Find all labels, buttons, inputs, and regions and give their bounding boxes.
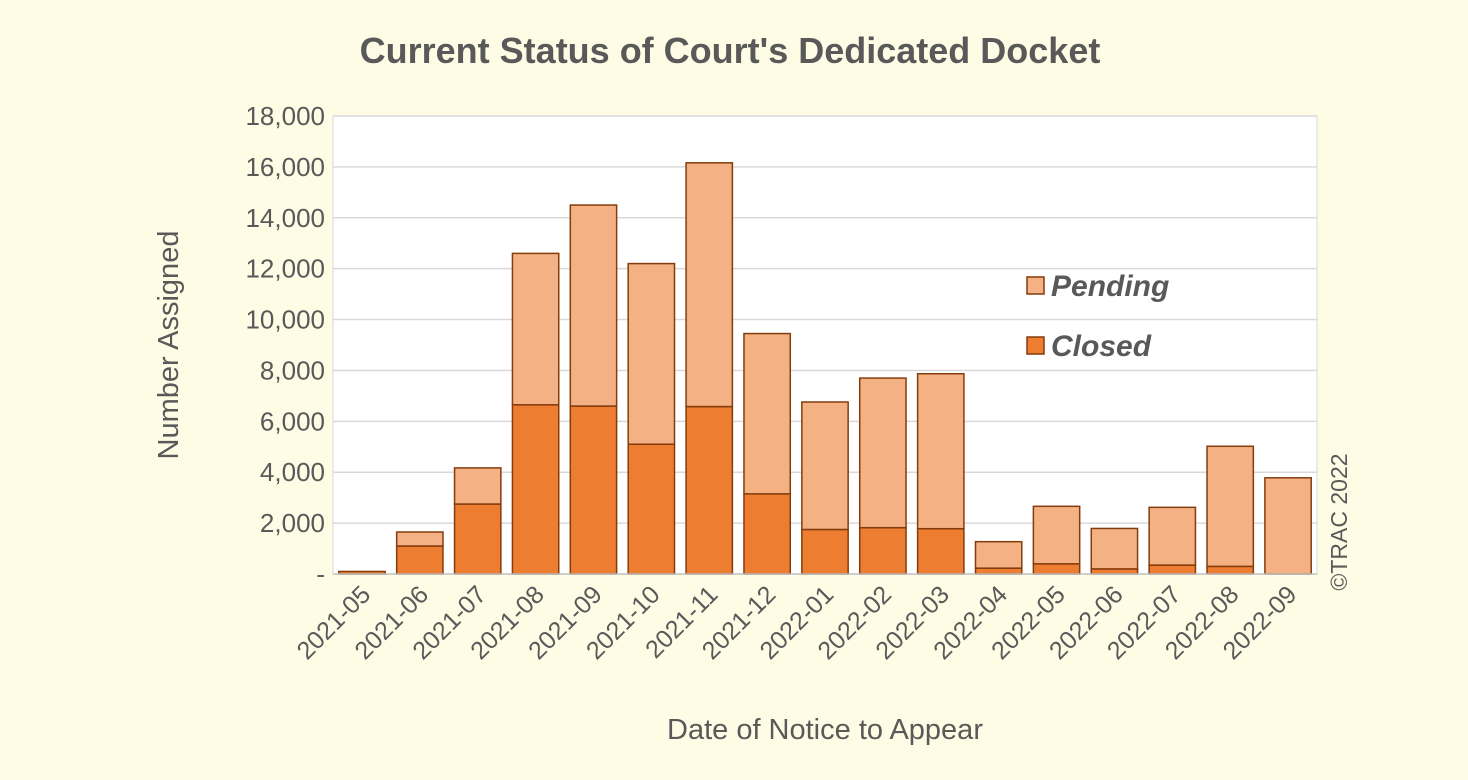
bar-pending-2021-08: [511, 252, 560, 406]
bars: [338, 162, 1312, 575]
bar-closed-2022-05: [1032, 563, 1081, 575]
bar-pending-2022-09: [1264, 477, 1312, 575]
y-tick-label: 10,000: [245, 305, 325, 335]
bar-closed-2022-01: [801, 528, 849, 575]
bar-pending-2022-04: [974, 540, 1023, 569]
bar-closed-2021-08: [511, 404, 560, 575]
bar-pending-2022-03: [916, 373, 965, 530]
bar-closed-2022-02: [858, 526, 907, 575]
bar-closed-2021-10: [627, 443, 676, 575]
legend-label-pending: Pending: [1051, 270, 1169, 303]
y-tick-label: 16,000: [245, 152, 325, 182]
legend-label-closed: Closed: [1051, 330, 1152, 363]
bar-closed-2022-07: [1148, 564, 1197, 575]
bar-pending-2022-01: [801, 401, 849, 531]
bar-closed-2021-06: [395, 545, 444, 575]
bar-pending-2022-06: [1090, 527, 1139, 570]
y-tick-label: 18,000: [245, 101, 325, 131]
bar-pending-2021-11: [685, 162, 734, 408]
y-tick-label: -: [316, 559, 325, 589]
y-tick-label: 6,000: [260, 406, 325, 436]
y-axis-label: Number Assigned: [153, 231, 185, 460]
bar-closed-2021-12: [743, 493, 792, 575]
bar-closed-2022-03: [916, 527, 965, 575]
bar-closed-2021-09: [569, 405, 618, 575]
legend-swatch-closed: [1026, 336, 1045, 355]
y-tick-labels: - 2,000 4,000 6,000 8,000 10,000 12,000 14,000 1…: [245, 101, 325, 589]
x-tick-labels: 2021-052021-062021-072021-082021-092021-…: [292, 580, 1303, 665]
bar-pending-2021-10: [627, 262, 676, 445]
bar-pending-2022-05: [1032, 505, 1081, 565]
y-tick-label: 14,000: [245, 203, 325, 233]
y-tick-label: 4,000: [260, 457, 325, 487]
bar-pending-2021-07: [453, 467, 502, 505]
bar-closed-2022-08: [1206, 565, 1255, 575]
bar-closed-2021-07: [453, 503, 502, 575]
bar-pending-2021-09: [569, 204, 618, 407]
y-tick-label: 12,000: [245, 254, 325, 284]
legend: Pending Closed: [1026, 270, 1169, 363]
credit-text: ©TRAC 2022: [1326, 453, 1352, 590]
bar-closed-2022-06: [1090, 568, 1139, 575]
bar-pending-2022-08: [1206, 445, 1255, 568]
chart-title: Current Status of Court's Dedicated Dock…: [360, 30, 1101, 71]
legend-swatch-pending: [1026, 276, 1045, 295]
y-tick-label: 2,000: [260, 508, 325, 538]
bar-pending-2021-06: [395, 531, 444, 547]
bar-closed-2021-11: [685, 405, 734, 575]
bar-pending-2022-07: [1148, 506, 1197, 566]
x-axis-label: Date of Notice to Appear: [667, 714, 983, 746]
bar-pending-2022-02: [858, 377, 907, 529]
bar-pending-2021-12: [743, 332, 792, 495]
y-tick-label: 8,000: [260, 355, 325, 385]
bar-closed-2022-04: [974, 567, 1023, 575]
